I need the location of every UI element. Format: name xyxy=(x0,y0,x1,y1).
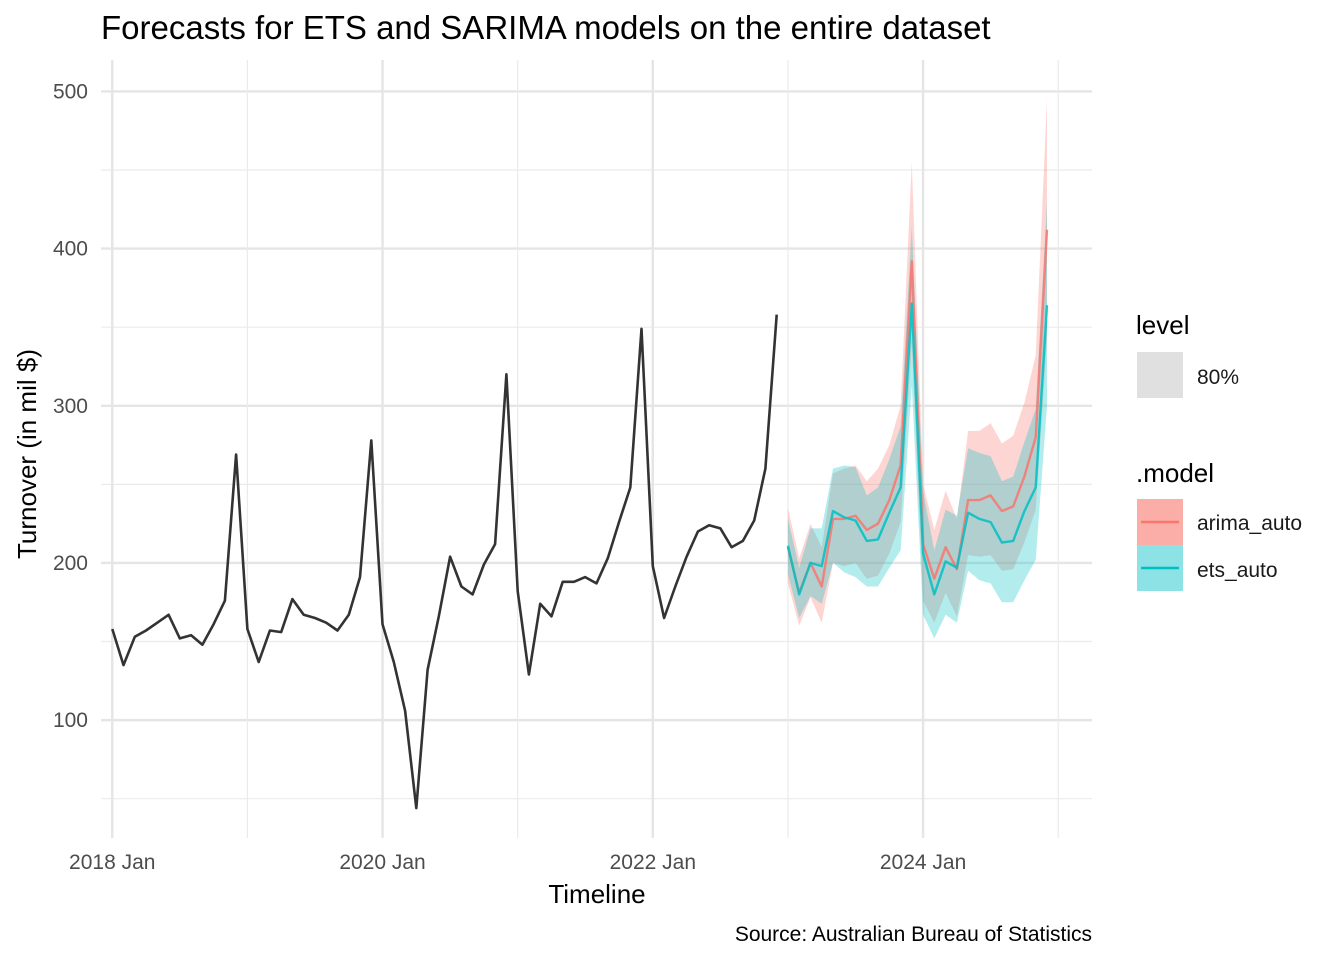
band-arima-auto xyxy=(787,99,1047,626)
x-axis-title: Timeline xyxy=(548,879,645,909)
y-axis-title: Turnover (in mil $) xyxy=(12,349,42,559)
x-tick-label: 2020 Jan xyxy=(339,851,425,874)
legend-level-title: level xyxy=(1136,310,1189,340)
legend-label-ets-auto: ets_auto xyxy=(1197,559,1278,582)
y-tick-label: 400 xyxy=(53,238,88,261)
chart-title: Forecasts for ETS and SARIMA models on t… xyxy=(101,9,991,46)
x-tick-label: 2024 Jan xyxy=(880,851,966,874)
legend-level-label: 80% xyxy=(1197,366,1239,389)
y-tick-label: 300 xyxy=(53,395,88,418)
legend-model-title: .model xyxy=(1136,458,1214,488)
forecast-line-ets-auto xyxy=(786,302,1049,596)
history-line xyxy=(111,314,778,810)
y-tick-label: 500 xyxy=(53,80,88,103)
x-tick-label: 2018 Jan xyxy=(69,851,155,874)
legend-label-arima-auto: arima_auto xyxy=(1197,512,1302,535)
series-lines xyxy=(111,229,1049,810)
y-tick-label: 100 xyxy=(53,709,88,732)
y-tick-label: 200 xyxy=(53,552,88,575)
axis-labels: 100 200 300 400 500 2018 Jan 2020 Jan 2022 Jan 2… xyxy=(53,80,966,874)
legend: level 80% .model arima_auto ets_auto xyxy=(1136,310,1302,591)
grid-layer xyxy=(101,60,1092,838)
legend-level-key xyxy=(1137,352,1183,398)
x-tick-label: 2022 Jan xyxy=(610,851,696,874)
source-caption: Source: Australian Bureau of Statistics xyxy=(735,923,1092,946)
